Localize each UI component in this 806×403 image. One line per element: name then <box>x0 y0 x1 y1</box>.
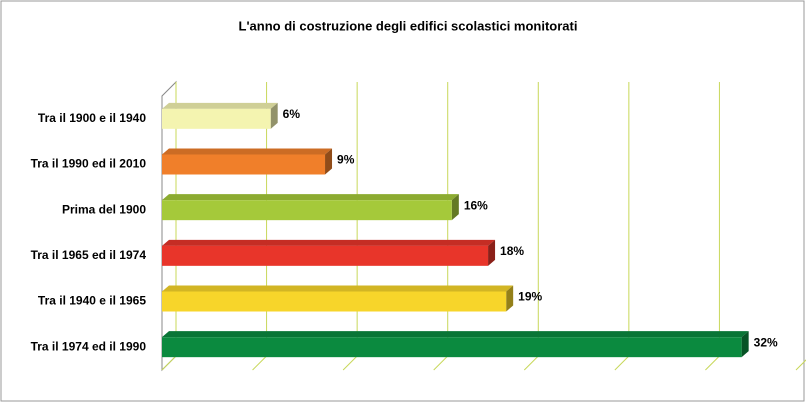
bar-face <box>162 331 749 338</box>
bar-face <box>162 102 278 109</box>
bar-face <box>741 331 749 358</box>
bar-face <box>162 285 514 292</box>
bar-face <box>270 102 278 129</box>
y-tick-label: Tra il 1974 ed il 1990 <box>31 339 147 353</box>
y-tick-label: Tra il 1900 e il 1940 <box>38 111 146 125</box>
bar-face <box>451 194 459 221</box>
y-tick-label: Tra il 1990 ed il 2010 <box>31 157 147 171</box>
bar-face <box>162 148 333 155</box>
bar-face <box>325 148 333 175</box>
bar-face <box>162 239 496 246</box>
bar <box>162 102 278 129</box>
data-label: 32% <box>754 335 778 349</box>
bar-face <box>506 285 514 312</box>
bar-face <box>162 154 326 175</box>
bar-face <box>162 291 507 312</box>
y-tick-label: Prima del 1900 <box>62 202 146 216</box>
bar-face <box>162 194 459 201</box>
bar <box>162 285 514 312</box>
bar-face <box>162 200 452 221</box>
data-label: 16% <box>464 198 488 212</box>
bar-face <box>162 245 489 266</box>
bar <box>162 194 459 221</box>
y-tick-label: Tra il 1965 ed il 1974 <box>31 248 147 262</box>
bar-face <box>162 108 271 129</box>
bar-face <box>488 239 496 266</box>
data-label: 9% <box>337 153 355 167</box>
bar <box>162 148 333 175</box>
y-tick-label: Tra il 1940 e il 1965 <box>38 294 146 308</box>
bar-face <box>162 337 742 358</box>
data-label: 6% <box>283 107 301 121</box>
chart-title: L'anno di costruzione degli edifici scol… <box>239 18 578 33</box>
bar <box>162 331 749 358</box>
grid-line <box>795 359 806 371</box>
data-label: 19% <box>518 290 542 304</box>
bar <box>162 239 496 266</box>
data-label: 18% <box>500 244 524 258</box>
